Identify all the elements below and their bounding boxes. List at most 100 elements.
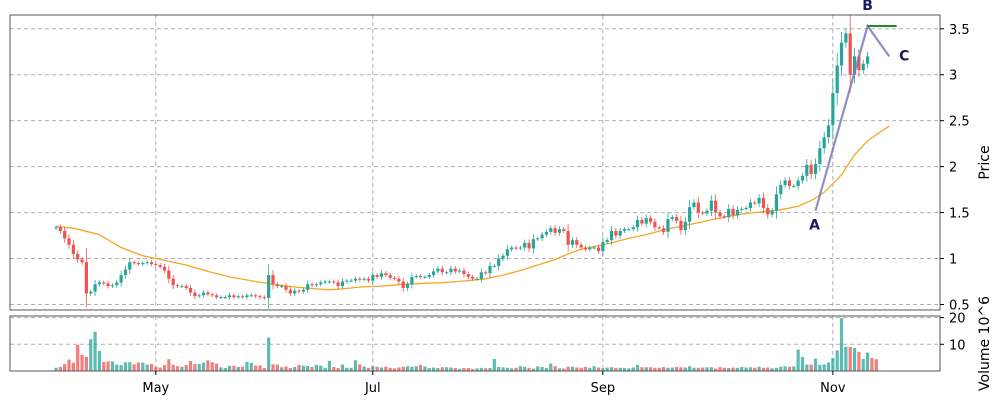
candle [327, 279, 332, 284]
candle-body [149, 262, 154, 265]
candle [245, 293, 249, 300]
candle [852, 47, 857, 84]
candle [249, 293, 253, 298]
volume-bar [570, 366, 575, 371]
candle [71, 239, 75, 259]
candle-body [544, 231, 549, 235]
volume-bar [371, 366, 375, 371]
candle-body [722, 216, 726, 218]
volume-bar [635, 364, 640, 371]
candle-body [518, 247, 522, 249]
candle [445, 270, 449, 275]
candle [557, 226, 562, 236]
candle [458, 268, 462, 274]
candle-body [245, 295, 249, 298]
volume-bar [497, 366, 501, 371]
candle [119, 270, 123, 287]
candle-body [562, 229, 566, 231]
volume-bar [80, 354, 84, 371]
volume-bar [813, 358, 818, 371]
volume-bar [154, 366, 158, 371]
volume-bar [670, 367, 674, 371]
candle-body [427, 275, 431, 277]
candle [501, 253, 505, 262]
candle [566, 224, 570, 252]
volume-bar [527, 367, 531, 371]
candle [336, 279, 340, 289]
volume-bar [123, 362, 128, 371]
volume-bar [627, 368, 631, 371]
candle [375, 272, 379, 280]
volume-bar [675, 366, 679, 371]
candle-body [136, 263, 141, 265]
candle [323, 279, 327, 285]
candle-body [362, 278, 366, 280]
candle [171, 274, 175, 290]
candle [462, 267, 466, 278]
candle [779, 179, 783, 200]
volume-bar [232, 365, 236, 371]
candle [518, 245, 522, 251]
volume-bar [774, 367, 779, 371]
candle-body [753, 202, 757, 204]
volume-bar [727, 368, 731, 371]
volume-bar [466, 368, 470, 371]
volume-bar [692, 367, 696, 371]
volume-bar [63, 364, 67, 371]
candle-body [553, 228, 557, 233]
candle [609, 225, 614, 246]
candle-body [267, 275, 271, 299]
candle-body [275, 284, 279, 287]
candle-body [701, 212, 705, 214]
volume-bar [427, 368, 431, 371]
volume-bar [119, 365, 123, 371]
candle-body [440, 268, 444, 273]
candle [848, 15, 852, 93]
volume-bar [479, 367, 483, 371]
candle [332, 279, 336, 285]
volume-bar [792, 366, 796, 371]
candle [544, 229, 549, 238]
candle-body [488, 265, 492, 274]
volume-bar [640, 367, 644, 371]
candle [692, 199, 696, 211]
xtick-label: May [142, 381, 169, 396]
volume-bar [523, 366, 527, 371]
candle-body [93, 284, 97, 292]
candle [206, 290, 210, 297]
candle [301, 287, 305, 294]
volume-bar [822, 364, 826, 371]
candle [254, 293, 258, 299]
candle-body [479, 272, 483, 279]
candle-body [418, 275, 423, 277]
candle-body [783, 180, 787, 186]
volume-bar [844, 346, 848, 371]
volume-bar [510, 368, 514, 371]
candle [102, 280, 106, 286]
candle [662, 225, 666, 235]
volume-bar [852, 348, 857, 371]
candle-body [540, 234, 544, 239]
candle-body [588, 247, 592, 250]
candle [288, 286, 292, 297]
candle-body [184, 286, 188, 288]
candle-body [76, 253, 80, 260]
candle [431, 268, 436, 278]
candle-body [249, 295, 253, 297]
candle-body [58, 227, 62, 231]
volume-bar [579, 367, 583, 371]
candle-body [379, 273, 384, 277]
candle-body [770, 210, 774, 215]
volume-bar [605, 367, 609, 371]
volume-bar [110, 361, 115, 371]
volume-bar [362, 366, 366, 371]
volume-frame [9, 315, 941, 372]
moving-average-line [55, 125, 890, 291]
volume-bar [84, 356, 88, 371]
candle-body [774, 194, 779, 211]
candle [132, 260, 136, 265]
volume-bar [392, 368, 397, 371]
price-axis-title: Price [977, 145, 993, 179]
candle [631, 225, 635, 232]
volume-bar [449, 367, 453, 371]
